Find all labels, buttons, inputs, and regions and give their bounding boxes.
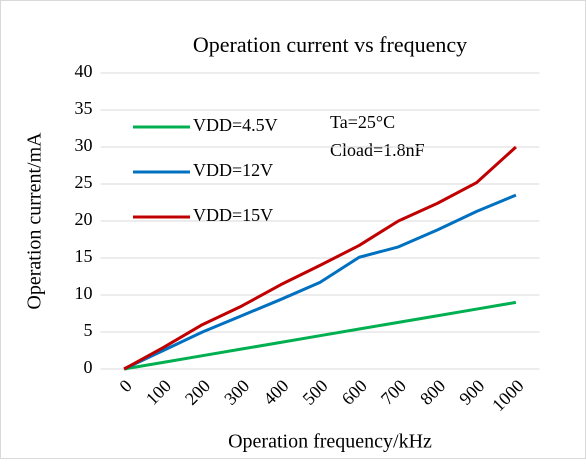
legend-label: VDD=4.5V bbox=[193, 115, 278, 135]
y-tick-label: 30 bbox=[75, 135, 93, 155]
y-tick-label: 0 bbox=[84, 357, 93, 377]
series-line bbox=[123, 145, 517, 371]
series-line bbox=[123, 300, 517, 371]
y-tick-label: 40 bbox=[75, 61, 93, 81]
y-tick-label: 10 bbox=[75, 283, 93, 303]
legend-label: VDD=15V bbox=[193, 205, 273, 225]
y-tick-label: 5 bbox=[84, 320, 93, 340]
y-tick-label: 20 bbox=[75, 209, 93, 229]
x-axis-title: Operation frequency/kHz bbox=[228, 431, 432, 453]
y-tick-label: 25 bbox=[75, 172, 93, 192]
y-axis-title: Operation current/mA bbox=[24, 132, 46, 310]
y-tick-label: 15 bbox=[75, 246, 93, 266]
annotation: Ta=25°C bbox=[330, 112, 395, 132]
chart-title: Operation current vs frequency bbox=[193, 32, 467, 57]
y-tick-label: 35 bbox=[75, 98, 93, 118]
legend-label: VDD=12V bbox=[193, 160, 273, 180]
series-line bbox=[123, 193, 517, 371]
annotation: Cload=1.8nF bbox=[330, 140, 425, 160]
